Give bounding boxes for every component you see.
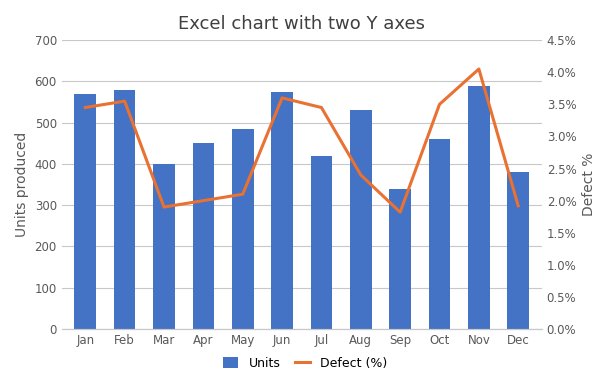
Defect (%) (279, 95, 286, 100)
Defect (%) (475, 67, 483, 71)
Title: Excel chart with two Y axes: Excel chart with two Y axes (178, 15, 425, 33)
Bar (468, 85, 489, 329)
Bar (232, 129, 254, 329)
Defect (%) (82, 105, 89, 110)
Bar (192, 143, 214, 329)
Bar (75, 94, 96, 329)
Defect (%) (318, 105, 325, 110)
Defect (%) (121, 99, 128, 104)
Line: Defect (%): Defect (%) (86, 69, 518, 212)
Bar (114, 90, 136, 329)
Bar (507, 172, 529, 329)
Bar (429, 139, 450, 329)
Defect (%) (397, 210, 404, 214)
Bar (350, 110, 371, 329)
Bar (389, 189, 411, 329)
Y-axis label: Defect %: Defect % (582, 153, 596, 216)
Y-axis label: Units produced: Units produced (15, 132, 29, 237)
Defect (%) (239, 192, 246, 196)
Bar (310, 156, 332, 329)
Legend: Units, Defect (%): Units, Defect (%) (219, 352, 392, 375)
Bar (271, 92, 293, 329)
Defect (%) (436, 102, 443, 107)
Defect (%) (357, 172, 364, 177)
Bar (153, 164, 175, 329)
Defect (%) (514, 203, 522, 208)
Defect (%) (200, 198, 207, 203)
Defect (%) (160, 205, 167, 209)
